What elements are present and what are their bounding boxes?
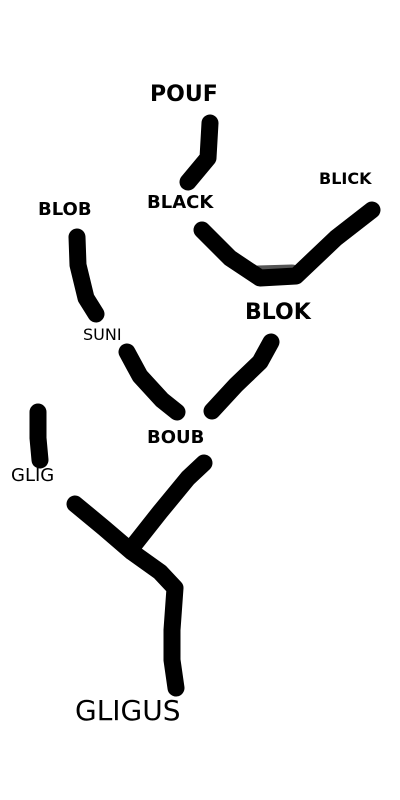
stroke-pouf	[179, 114, 219, 191]
stroke-black-blick	[193, 201, 381, 287]
stroke-blok-boub	[203, 333, 280, 420]
stroke-suni-boub	[118, 343, 186, 421]
label-boub: BOUB	[147, 427, 205, 448]
label-blok: BLOK	[245, 300, 311, 325]
stroke-glig	[29, 403, 49, 469]
label-blob: BLOB	[38, 199, 92, 220]
stroke-blob	[68, 228, 105, 323]
stroke-glig-gligus	[66, 495, 185, 697]
label-black: BLACK	[147, 192, 214, 213]
label-gligus: GLIGUS	[75, 694, 181, 727]
label-pouf: POUF	[150, 82, 218, 107]
label-glig: GLIG	[11, 465, 55, 486]
label-blick: BLICK	[319, 169, 372, 188]
stroke-boub-junction	[121, 454, 213, 559]
label-suni: SUNI	[83, 325, 122, 344]
